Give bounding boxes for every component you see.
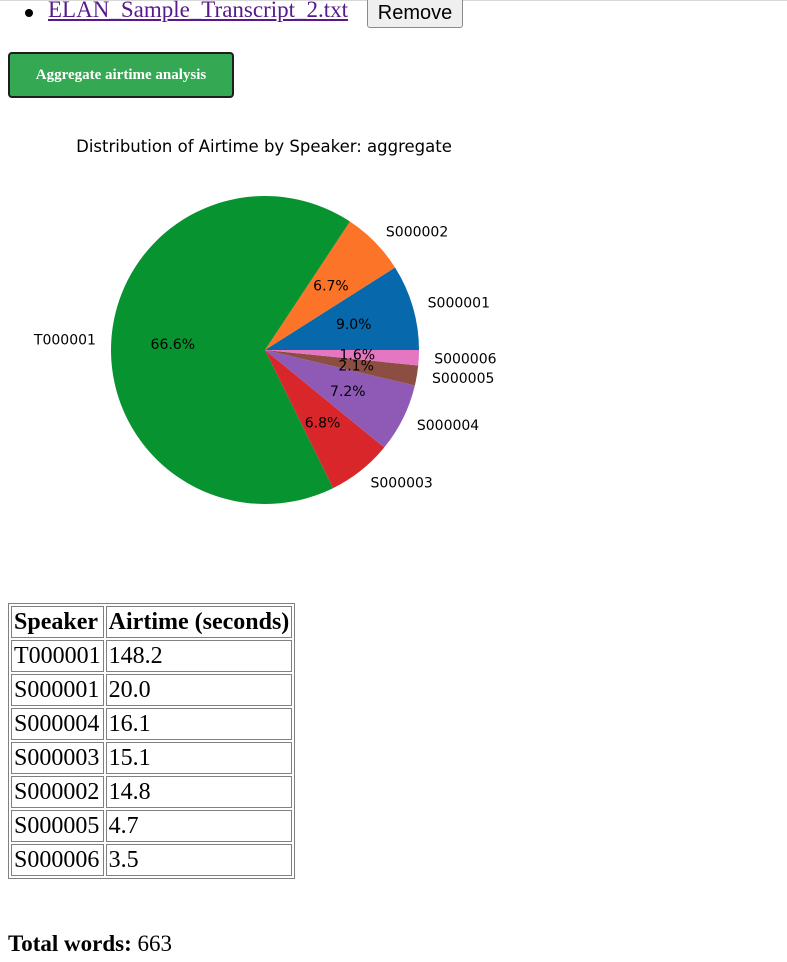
slice-pct-s000002: 6.7% [313,278,349,294]
header-airtime: Airtime (seconds) [105,606,293,638]
airtime-cell: 4.7 [105,810,293,842]
aggregate-airtime-button[interactable]: Aggregate airtime analysis [8,52,234,98]
slice-label-s000006: S000006 [434,352,496,368]
speaker-cell: S000004 [11,708,104,740]
table-row: S000001 20.0 [11,674,293,706]
pie-slice-s000006 [265,350,419,366]
airtime-table: Speaker Airtime (seconds) T000001 148.2 … [8,603,296,879]
slice-pct-t000001: 66.6% [151,337,195,353]
slice-label-s000005: S000005 [432,371,494,387]
airtime-cell: 15.1 [105,742,293,774]
speaker-cell: S000002 [11,776,104,808]
table-row: S000005 4.7 [11,810,293,842]
table-row: S000003 15.1 [11,742,293,774]
total-words-value: 663 [137,931,173,956]
table-row: S000002 14.8 [11,776,293,808]
table-row: T000001 148.2 [11,640,293,672]
transcript-file-link[interactable]: ELAN_Sample_Transcript_2.txt [48,0,349,22]
table-row: S000006 3.5 [11,844,293,876]
pie-slice-t000001 [110,195,350,504]
airtime-cell: 16.1 [105,708,293,740]
airtime-cell: 20.0 [105,674,293,706]
speaker-cell: S000005 [11,810,104,842]
pie-slice-s000004 [265,350,415,448]
speaker-cell: S000001 [11,674,104,706]
airtime-cell: 3.5 [105,844,293,876]
total-words-label: Total words: [8,931,132,956]
slice-label-s000004: S000004 [417,418,479,434]
slice-pct-s000003: 6.8% [305,415,341,431]
table-row: S000004 16.1 [11,708,293,740]
airtime-pie-chart: Distribution of Airtime by Speaker: aggr… [0,120,560,540]
slice-pct-s000005: 2.1% [338,358,374,374]
table-header-row: Speaker Airtime (seconds) [11,606,293,638]
remove-file-button[interactable]: Remove [367,0,463,28]
pie-slice-s000001 [265,267,419,350]
pie-slice-s000002 [265,221,396,350]
slice-label-t000001: T000001 [33,332,96,348]
pie-slice-s000003 [265,350,385,489]
pie-chart-svg: Distribution of Airtime by Speaker: aggr… [33,137,497,504]
airtime-cell: 148.2 [105,640,293,672]
slice-pct-s000006: 1.6% [339,348,375,364]
slice-pct-s000001: 9.0% [336,317,372,333]
speaker-cell: S000006 [11,844,104,876]
speaker-cell: S000003 [11,742,104,774]
airtime-cell: 14.8 [105,776,293,808]
header-speaker: Speaker [11,606,104,638]
total-words: Total words: 663 [8,931,172,957]
slice-label-s000001: S000001 [428,296,490,312]
speaker-cell: T000001 [11,640,104,672]
slice-pct-s000004: 7.2% [330,384,366,400]
slice-label-s000003: S000003 [371,476,433,492]
chart-title: Distribution of Airtime by Speaker: aggr… [76,137,452,156]
list-bullet [25,9,33,17]
pie-slice-s000005 [265,350,419,386]
slice-label-s000002: S000002 [386,224,448,240]
